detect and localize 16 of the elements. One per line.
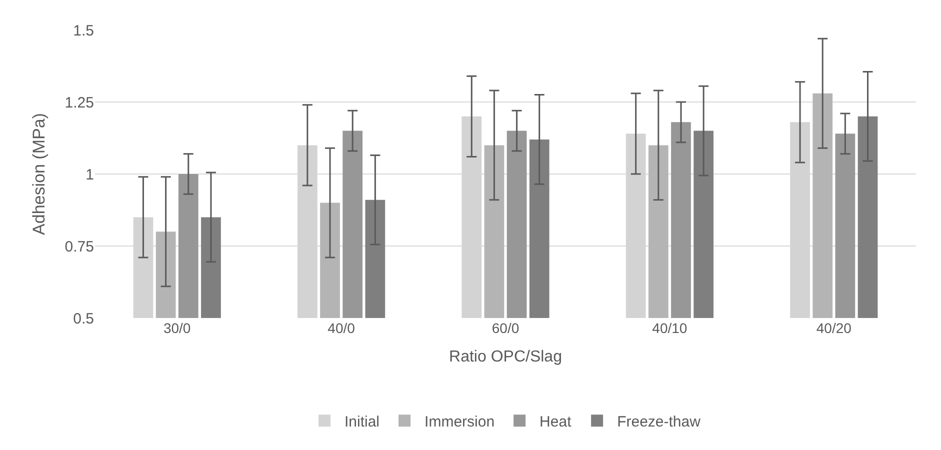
legend-label: Initial — [344, 414, 380, 430]
x-tick-label: 40/20 — [816, 320, 852, 336]
x-tick-label: 40/0 — [328, 320, 356, 336]
y-tick-label: 1.25 — [64, 94, 94, 112]
x-tick-label: 30/0 — [163, 320, 191, 336]
legend-label: Heat — [540, 414, 572, 430]
legend-label: Freeze-thaw — [617, 414, 701, 430]
y-tick-label: 1 — [86, 166, 94, 184]
x-tick-label: 60/0 — [492, 320, 520, 336]
legend-label: Immersion — [424, 414, 495, 430]
x-axis-title: Ratio OPC/Slag — [449, 348, 562, 366]
y-tick-label: 0.75 — [64, 238, 94, 256]
y-tick-label: 1.5 — [73, 22, 94, 40]
x-tick-label: 40/10 — [652, 320, 688, 336]
y-axis-title: Adhesion (MPa) — [29, 113, 48, 235]
y-tick-label: 0.5 — [73, 310, 94, 328]
